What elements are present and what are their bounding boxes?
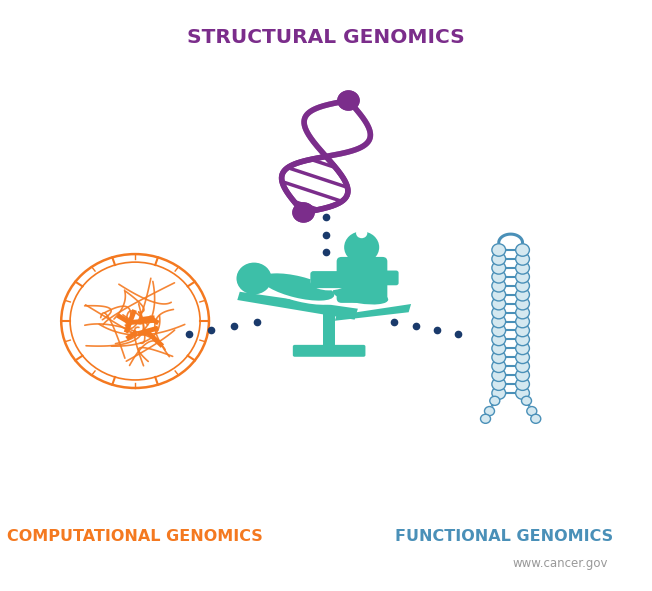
Circle shape [492, 333, 506, 346]
Circle shape [516, 253, 529, 265]
Text: www.cancer.gov: www.cancer.gov [513, 557, 608, 570]
Circle shape [492, 378, 506, 391]
Ellipse shape [261, 275, 340, 305]
FancyBboxPatch shape [323, 307, 335, 349]
Circle shape [516, 280, 529, 292]
Circle shape [516, 378, 529, 391]
Ellipse shape [333, 287, 388, 304]
Text: STRUCTURAL GENOMICS: STRUCTURAL GENOMICS [187, 28, 465, 47]
Circle shape [237, 262, 271, 294]
Circle shape [337, 90, 360, 111]
Circle shape [492, 387, 506, 400]
Circle shape [237, 263, 271, 294]
Circle shape [492, 243, 506, 256]
Circle shape [516, 324, 529, 337]
Circle shape [492, 280, 506, 292]
Circle shape [516, 387, 529, 400]
Ellipse shape [261, 274, 334, 301]
Circle shape [492, 369, 506, 381]
Circle shape [484, 407, 494, 415]
Circle shape [492, 324, 506, 337]
Circle shape [516, 333, 529, 346]
Circle shape [516, 306, 529, 319]
Circle shape [492, 342, 506, 355]
Circle shape [492, 288, 506, 301]
Circle shape [492, 253, 506, 265]
Circle shape [516, 316, 529, 328]
Circle shape [492, 316, 506, 328]
Circle shape [516, 351, 529, 363]
Circle shape [516, 342, 529, 355]
Circle shape [492, 306, 506, 319]
Circle shape [527, 407, 537, 415]
Circle shape [356, 228, 367, 238]
FancyBboxPatch shape [336, 257, 387, 303]
Circle shape [531, 414, 541, 423]
Text: COMPUTATIONAL GENOMICS: COMPUTATIONAL GENOMICS [7, 529, 263, 544]
Circle shape [492, 297, 506, 310]
Circle shape [492, 351, 506, 363]
Circle shape [516, 297, 529, 310]
Text: FUNCTIONAL GENOMICS: FUNCTIONAL GENOMICS [395, 529, 614, 544]
FancyBboxPatch shape [310, 271, 351, 288]
Circle shape [344, 232, 379, 263]
FancyBboxPatch shape [293, 345, 365, 357]
Circle shape [516, 262, 529, 274]
Ellipse shape [310, 272, 348, 290]
Ellipse shape [263, 274, 333, 300]
Circle shape [490, 396, 500, 405]
Circle shape [292, 202, 315, 223]
Circle shape [292, 202, 315, 223]
FancyBboxPatch shape [375, 271, 398, 285]
Circle shape [481, 414, 490, 423]
Circle shape [516, 271, 529, 283]
Circle shape [516, 243, 529, 256]
Circle shape [516, 369, 529, 381]
Circle shape [492, 262, 506, 274]
Circle shape [516, 288, 529, 301]
Circle shape [337, 90, 360, 111]
Circle shape [516, 360, 529, 372]
Circle shape [522, 396, 531, 405]
Polygon shape [335, 304, 411, 321]
Circle shape [492, 271, 506, 283]
Polygon shape [237, 292, 358, 320]
Circle shape [492, 360, 506, 372]
